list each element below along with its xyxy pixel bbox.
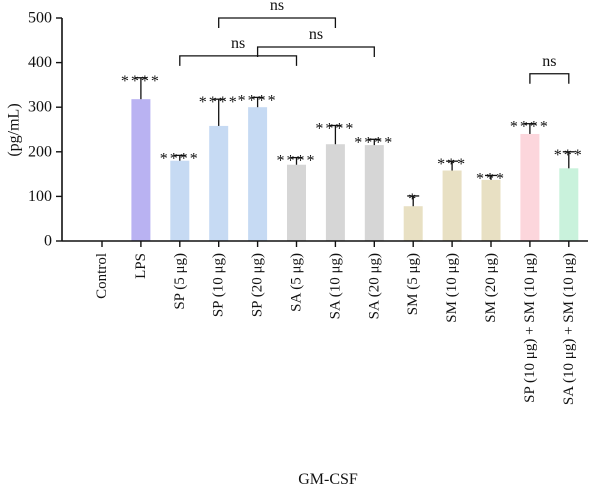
significance-mark: *** xyxy=(476,170,506,187)
significance-mark: *** xyxy=(554,147,584,164)
x-tick-label: SA (10 μg) xyxy=(327,253,343,319)
y-ticks-layer: 0 100 200 300 400 500 xyxy=(28,10,62,250)
significance-mark: **** xyxy=(160,150,200,167)
x-tick-label: LPS xyxy=(133,253,149,279)
y-tick-label: 0 xyxy=(44,233,52,250)
x-tick-label: SA (5 μg) xyxy=(289,253,305,312)
x-tick-label: SA (10 μg) + SM (10 μg) xyxy=(561,253,577,405)
significance-mark: **** xyxy=(277,153,317,170)
comparison-label: ns xyxy=(309,26,323,43)
x-tick-label: SP (10 μg) xyxy=(211,253,227,317)
bar xyxy=(364,145,384,241)
comparison-brackets-layer: ns ns ns ns xyxy=(179,0,570,84)
x-axis-label: GM-CSF xyxy=(298,471,358,488)
comparison-label: ns xyxy=(231,35,245,52)
x-tick-label: Control xyxy=(94,253,110,299)
axes-layer xyxy=(61,18,588,242)
significance-mark: **** xyxy=(199,94,239,111)
bar xyxy=(325,144,345,241)
comparison-bracket xyxy=(256,46,375,57)
comparison-bracket xyxy=(179,55,298,66)
bar xyxy=(248,107,268,241)
significance-layer: ****************************************… xyxy=(121,73,584,208)
y-tick-label: 400 xyxy=(28,54,52,71)
x-ticks-layer: Control LPS SP (5 μg) SP (10 μg) SP (20 μg) S… xyxy=(94,241,577,405)
bar xyxy=(170,160,190,241)
comparison-label: ns xyxy=(270,0,284,14)
x-tick-label: SP (10 μg) + SM (10 μg) xyxy=(522,253,538,403)
y-tick-label: 200 xyxy=(28,143,52,160)
significance-mark: **** xyxy=(510,119,550,136)
bar xyxy=(209,125,229,241)
significance-mark: **** xyxy=(315,120,355,137)
bar xyxy=(520,133,540,241)
x-tick-label: SM (20 μg) xyxy=(483,253,499,323)
x-tick-label: SM (10 μg) xyxy=(444,253,460,323)
y-tick-label: 300 xyxy=(28,99,52,116)
bar xyxy=(287,164,306,241)
significance-mark: **** xyxy=(238,92,278,109)
bar xyxy=(403,206,423,241)
y-axis-label: (pg/mL) xyxy=(6,103,23,156)
bar xyxy=(559,168,579,241)
x-tick-label: SM (5 μg) xyxy=(405,253,421,315)
bar xyxy=(481,179,501,241)
significance-mark: *** xyxy=(437,156,467,173)
significance-mark: **** xyxy=(354,134,394,151)
comparison-label: ns xyxy=(542,53,556,70)
y-tick-label: 500 xyxy=(28,10,52,27)
comparison-bracket xyxy=(529,73,570,84)
bar xyxy=(131,99,151,241)
comparison-bracket xyxy=(218,17,337,28)
x-tick-label: SP (20 μg) xyxy=(250,253,266,317)
x-tick-label: SA (20 μg) xyxy=(366,253,382,319)
significance-mark: **** xyxy=(121,73,161,90)
x-tick-label: SP (5 μg) xyxy=(172,253,188,310)
bars-layer xyxy=(131,99,579,241)
significance-mark: * xyxy=(408,191,418,208)
error-bars-layer xyxy=(134,77,575,207)
bar xyxy=(442,170,462,241)
y-tick-label: 100 xyxy=(28,188,52,205)
